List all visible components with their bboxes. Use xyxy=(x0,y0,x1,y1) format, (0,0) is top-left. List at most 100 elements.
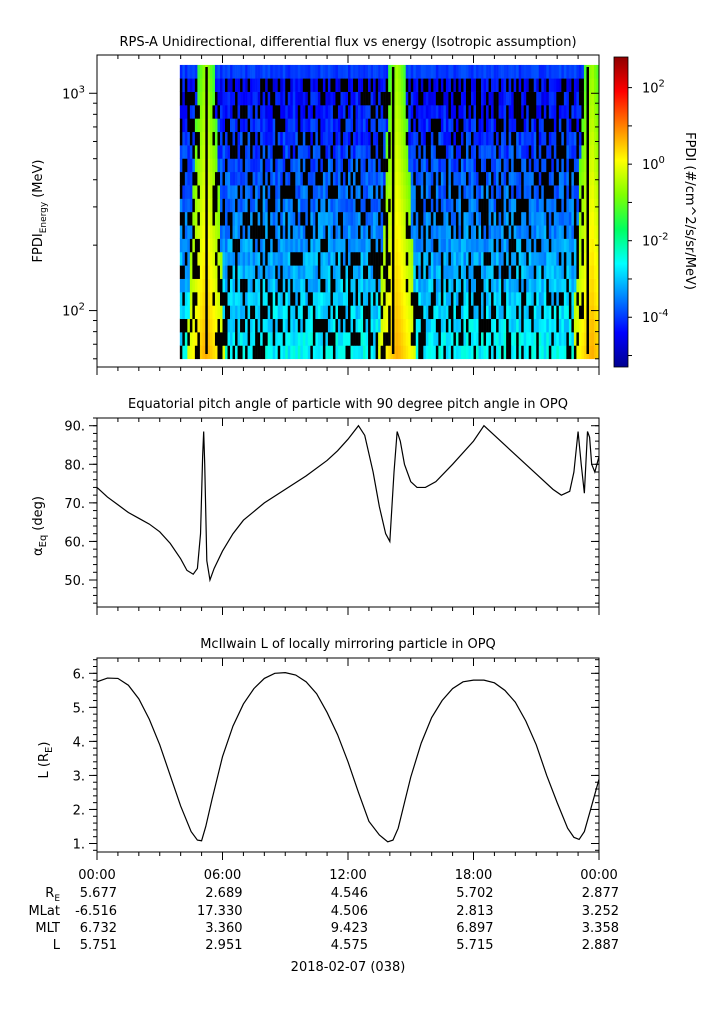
spectrogram-cell xyxy=(363,78,366,92)
spectrogram-cell xyxy=(395,64,399,79)
spectrogram-cell xyxy=(433,118,437,133)
spectrogram-cell xyxy=(518,131,522,146)
spectrogram-cell xyxy=(350,145,354,159)
spectrogram-cell xyxy=(518,78,522,92)
spectrogram-cell xyxy=(262,118,266,133)
spectrogram-cell xyxy=(202,145,206,159)
spectrogram-cell xyxy=(591,265,595,279)
spectrogram-cell xyxy=(413,158,417,173)
spectrogram-cell xyxy=(348,131,351,146)
spectrogram-cell xyxy=(420,158,424,173)
spectrogram-cell xyxy=(435,185,439,199)
spectrogram-cell xyxy=(588,251,592,266)
spectrogram-cell xyxy=(358,265,361,279)
spectrogram-cell xyxy=(383,91,386,106)
spectrogram-cell xyxy=(290,211,294,226)
spectrogram-cell xyxy=(342,345,346,360)
spectrogram-cell xyxy=(360,185,364,199)
spectrogram-cell xyxy=(558,91,562,106)
spectrogram-cell xyxy=(360,278,364,293)
spectrogram-cell xyxy=(408,265,412,279)
spectrogram-cell xyxy=(315,185,319,199)
spectrogram-x-ticks xyxy=(96,55,600,375)
spectrogram-cell xyxy=(563,238,567,253)
spectrogram-cell xyxy=(521,64,524,79)
spectrogram-cell xyxy=(393,238,396,253)
spectrogram-cell xyxy=(470,78,474,92)
spectrogram-cell xyxy=(262,185,266,199)
spectrogram-cell xyxy=(373,91,376,106)
spectrogram-cell xyxy=(267,251,271,266)
spectrogram-cell xyxy=(327,211,331,226)
spectrogram-cell xyxy=(257,131,261,146)
spectrogram-cell xyxy=(596,265,599,279)
spectrogram-cell xyxy=(302,131,306,146)
spectrogram-cell xyxy=(398,305,402,320)
spectrogram-cell xyxy=(591,171,595,186)
spectrogram-cell xyxy=(558,198,562,213)
spectrogram-cell xyxy=(491,292,494,306)
spectrogram-cell xyxy=(315,305,319,320)
spectrogram-cell xyxy=(320,318,324,333)
spectrogram-cell xyxy=(423,318,427,333)
spectrogram-cell xyxy=(270,211,273,226)
spectrogram-cell xyxy=(425,278,429,293)
spectrogram-cell xyxy=(578,105,582,119)
spectrogram-cell xyxy=(516,64,519,79)
spectrogram-cell xyxy=(305,78,309,92)
spectrogram-cell xyxy=(410,198,414,213)
spectrogram-cell xyxy=(538,251,542,266)
spectrogram-cell xyxy=(506,118,509,133)
spectrogram-cell xyxy=(506,105,509,119)
spectrogram-cell xyxy=(393,332,396,346)
spectrogram-cell xyxy=(593,64,597,79)
spectrogram-cell xyxy=(257,145,261,159)
spectrogram-cell xyxy=(363,171,366,186)
spectrogram-cell xyxy=(558,145,562,159)
spectrogram-cell xyxy=(395,211,399,226)
spectrogram-cell xyxy=(355,91,359,106)
spectrogram-cell xyxy=(267,278,271,293)
spectrogram-cell xyxy=(558,118,562,133)
spectrogram-cell xyxy=(368,78,371,92)
spectrogram-cell xyxy=(385,345,389,360)
spectrogram-cell xyxy=(317,105,321,119)
spectrogram-cell xyxy=(353,238,356,253)
spectrogram-cell xyxy=(531,64,535,79)
spectrogram-cell xyxy=(553,64,557,79)
spectrogram-cell xyxy=(330,185,334,199)
spectrogram-cell xyxy=(257,265,261,279)
spectrogram-cell xyxy=(194,78,198,92)
spectrogram-cell xyxy=(302,145,306,159)
spectrogram-cell xyxy=(370,64,374,79)
spectrogram-cell xyxy=(345,198,349,213)
spectrogram-cell xyxy=(410,292,414,306)
spectrogram-cell xyxy=(317,198,321,213)
spectrogram-cell xyxy=(496,305,499,320)
spectrogram-cell xyxy=(360,91,364,106)
spectrogram-cell xyxy=(187,345,191,360)
spectrogram-cell xyxy=(393,118,396,133)
spectrogram-cell xyxy=(360,158,364,173)
spectrogram-cell xyxy=(375,105,379,119)
spectrogram-cell xyxy=(375,78,379,92)
spectrogram-cell xyxy=(513,78,517,92)
spectrogram-cell xyxy=(202,91,206,106)
spectrogram-cell xyxy=(556,211,560,226)
spectrogram-cell xyxy=(403,158,407,173)
spectrogram-cell xyxy=(300,158,304,173)
spectrogram-cell xyxy=(546,238,550,253)
spectrogram-cell xyxy=(511,198,514,213)
spectrogram-cell xyxy=(383,292,386,306)
spectrogram-cell xyxy=(280,78,284,92)
spectrogram-cell xyxy=(290,158,294,173)
spectrogram-cell xyxy=(563,292,567,306)
spectrogram-cell xyxy=(531,105,535,119)
spectrogram-cell xyxy=(342,225,346,239)
spectrogram-cell xyxy=(538,265,542,279)
spectrogram-cell xyxy=(521,265,524,279)
spectrogram-cell xyxy=(548,238,552,253)
spectrogram-cell xyxy=(257,292,261,306)
spectrogram-cell xyxy=(496,91,499,106)
spectrogram-cell xyxy=(312,211,316,226)
